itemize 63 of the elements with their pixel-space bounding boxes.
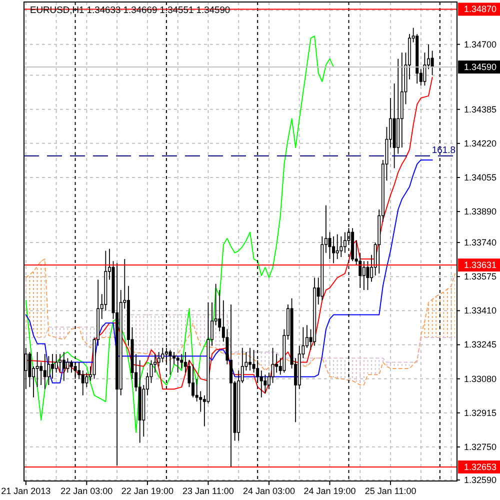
candlestick [62, 352, 66, 382]
candlestick [340, 236, 343, 258]
ref-line-label: 1.33631 [464, 260, 497, 270]
y-tick-label: 1.33575 [464, 272, 497, 282]
candlestick [343, 232, 346, 254]
candlestick [260, 370, 263, 398]
candlestick [54, 354, 58, 374]
line-series [25, 258, 456, 386]
candlestick [43, 354, 46, 390]
ref-line-label: 1.34870 [464, 4, 497, 14]
candlestick [336, 234, 339, 260]
candlestick [85, 372, 88, 388]
x-tick-label: 25 Jan 11:00 [364, 486, 416, 496]
candlestick [157, 352, 160, 367]
ref-line-label: 1.32653 [464, 462, 497, 472]
candlestick [66, 358, 70, 374]
x-tick-label: 21 Jan 2013 [1, 486, 51, 496]
y-tick-label: 1.33245 [464, 340, 497, 350]
candlestick [264, 374, 267, 394]
candlestick [275, 354, 278, 374]
candlestick [50, 354, 54, 380]
candlestick [366, 260, 370, 290]
y-tick-label: 1.32750 [464, 442, 497, 452]
candlestick [47, 356, 50, 386]
x-tick-label: 24 Jan 19:00 [304, 486, 356, 496]
candlestick [81, 370, 84, 396]
x-tick-label: 24 Jan 03:00 [242, 486, 296, 496]
y-tick-label: 1.33410 [464, 306, 497, 316]
candlestick [40, 362, 43, 386]
candlestick [332, 236, 336, 264]
candlestick [28, 352, 32, 388]
line-series [25, 314, 456, 363]
x-tick-label: 23 Jan 11:00 [182, 486, 234, 496]
y-tick-label: 1.32915 [464, 408, 497, 418]
candlestick [176, 356, 180, 374]
y-tick-label: 1.33890 [464, 206, 497, 217]
y-tick-label: 1.34055 [464, 172, 497, 182]
candlestick [172, 352, 176, 365]
y-tick-label: 1.34385 [464, 104, 497, 114]
candlestick [192, 364, 195, 398]
y-tick-label: 1.34700 [464, 39, 497, 50]
candlestick [70, 360, 73, 374]
y-tick-label: 1.34220 [464, 138, 497, 148]
line-series [25, 36, 334, 433]
ref-line-label: 1.34590 [464, 62, 497, 72]
candlestick [180, 354, 184, 369]
candlestick [230, 304, 233, 468]
y-tick-label: 1.32590 [464, 474, 497, 485]
candlestick [328, 232, 332, 260]
x-tick-label: 22 Jan 03:00 [60, 486, 113, 496]
candlestick [36, 352, 39, 388]
candlestick [154, 354, 157, 374]
line-series [25, 159, 433, 384]
y-tick-label: 1.33080 [464, 374, 497, 384]
candlestick [423, 52, 426, 86]
x-tick-label: 22 Jan 19:00 [121, 486, 174, 496]
y-tick-label: 1.33740 [464, 238, 497, 248]
annotation: 161.8 [432, 144, 456, 156]
candlestick [161, 347, 164, 363]
candlestick [248, 347, 252, 371]
candlestick [271, 347, 274, 384]
candlestick [58, 354, 62, 374]
candlestick [362, 260, 366, 290]
